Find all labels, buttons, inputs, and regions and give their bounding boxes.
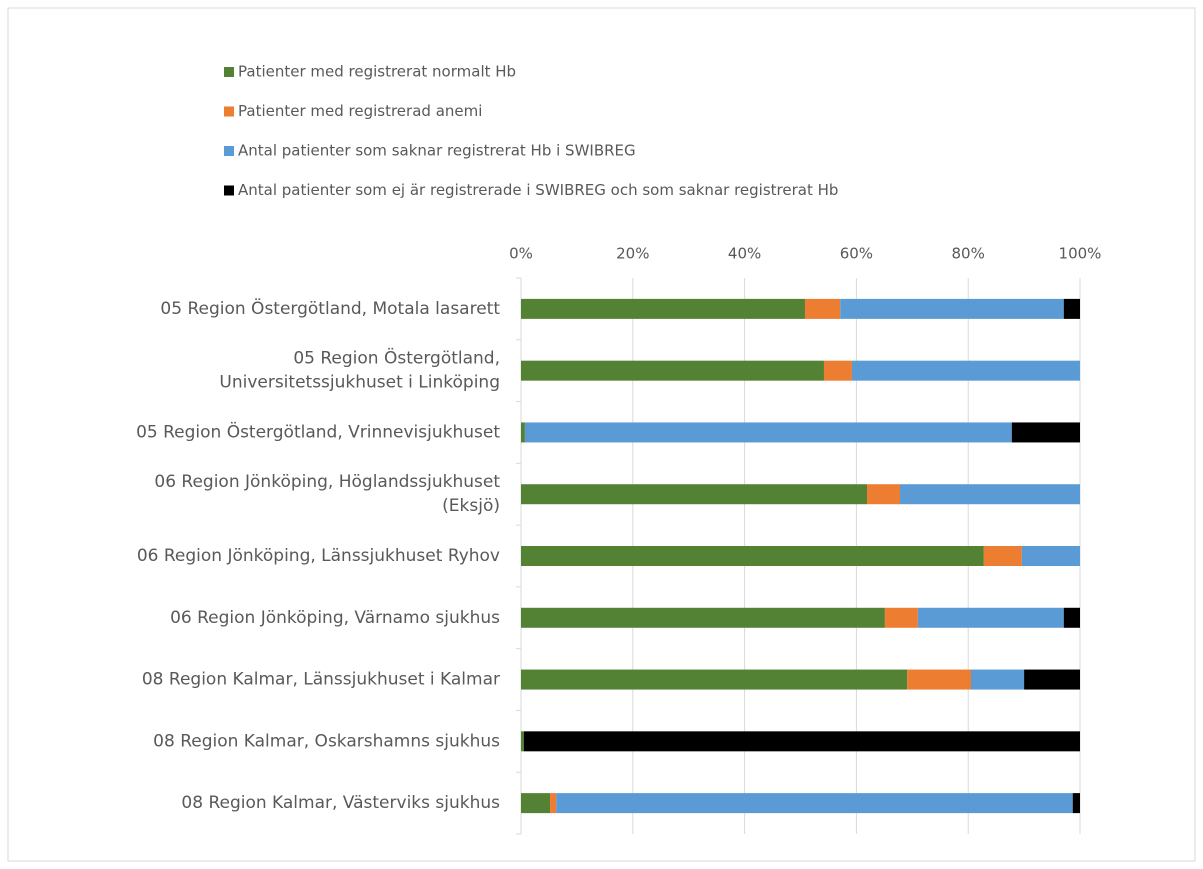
bar-segment [970,669,1025,690]
bar-segment [521,607,885,628]
y-tick-label: 08 Region Kalmar, Länssjukhuset i Kalmar [142,670,500,690]
legend-label: Antal patienter som ej är registrerade i… [238,181,838,199]
legend-label: Patienter med registrerad anemi [238,102,482,120]
y-tick-label: 06 Region Jönköping, Höglandssjukhuset (E… [154,472,500,516]
legend-swatch [224,146,234,156]
bar-segment [521,360,824,381]
legend-label: Antal patienter som saknar registrerat H… [238,142,636,160]
bar-segment [521,422,525,443]
bar-segment [521,546,984,566]
bar-segment [523,731,1080,752]
legend-swatch [224,106,234,117]
bar-segment [1024,669,1080,690]
bar-segment [521,484,868,505]
bar-segment [521,731,524,752]
bar-segment [1072,793,1080,814]
bar-segment [840,298,1064,319]
bar-segment [907,669,971,690]
legend-label: Patienter med registrerat normalt Hb [238,63,516,81]
bar-segment [521,669,908,690]
bar-segment [1063,298,1080,319]
bar-segment [524,422,1012,443]
bar-segment [556,793,1073,814]
legend-swatch [224,185,234,196]
x-tick-label: 60% [840,245,873,263]
y-tick-label: 05 Region Östergötland, Universitetssjukh… [219,347,500,393]
bar-segment [550,793,557,814]
y-tick-label: 08 Region Kalmar, Oskarshamns sjukhus [153,731,500,751]
bar-segment [804,298,841,319]
bar-segment [1011,422,1080,443]
x-tick-label: 80% [952,245,985,263]
bar-segment [1063,607,1080,628]
bar-segment [867,484,901,505]
x-tick-label: 100% [1059,245,1102,263]
x-tick-label: 40% [728,245,761,263]
legend-swatch [224,67,234,77]
bar-segment [884,607,918,628]
y-tick-label: 06 Region Jönköping, Värnamo sjukhus [170,608,500,628]
bar-segment [521,793,551,814]
bar-segment [521,298,805,319]
y-tick-label: 06 Region Jönköping, Länssjukhuset Ryhov [137,546,500,566]
bar-segment [900,484,1080,505]
bar-segment [1021,546,1080,566]
y-tick-label: 08 Region Kalmar, Västerviks sjukhus [181,793,500,813]
bar-segment [983,546,1022,566]
y-tick-label: 05 Region Östergötland, Motala lasarett [160,297,500,319]
bar-segment [823,360,852,381]
x-tick-label: 20% [616,245,649,263]
bar-segment [917,607,1064,628]
x-tick-label: 0% [509,245,533,263]
bar-segment [851,360,1080,381]
y-tick-label: 05 Region Östergötland, Vrinnevisjukhuse… [136,420,500,442]
